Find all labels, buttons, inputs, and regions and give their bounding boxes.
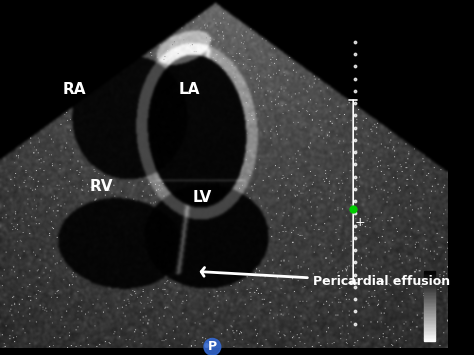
Bar (424, 273, 435, 274)
Bar (424, 323, 435, 324)
Text: RA: RA (63, 82, 86, 97)
Bar (424, 291, 435, 292)
Bar (424, 319, 435, 320)
Bar (424, 337, 435, 338)
Bar (424, 278, 435, 280)
Bar (424, 313, 435, 315)
Bar (424, 335, 435, 337)
Bar (424, 290, 435, 291)
Bar (424, 281, 435, 283)
Bar (424, 316, 435, 317)
Bar (424, 301, 435, 302)
Bar (424, 306, 435, 308)
Bar (424, 296, 435, 298)
Bar (424, 275, 435, 277)
Bar (424, 322, 435, 323)
Bar (424, 330, 435, 331)
Bar (424, 305, 435, 306)
Bar (424, 326, 435, 327)
Text: LA: LA (179, 82, 200, 97)
Bar (424, 288, 435, 290)
Bar (424, 308, 435, 309)
Bar (424, 309, 435, 310)
Bar (424, 298, 435, 299)
Bar (424, 328, 435, 330)
Text: +: + (355, 216, 365, 229)
Bar (424, 304, 435, 305)
Bar (424, 338, 435, 340)
Bar (424, 277, 435, 278)
Text: P: P (208, 340, 217, 353)
Bar (424, 274, 435, 275)
Bar (424, 295, 435, 296)
Bar (424, 320, 435, 322)
Text: RV: RV (90, 179, 113, 195)
Bar (424, 272, 435, 273)
Bar (424, 340, 435, 341)
Bar (424, 333, 435, 334)
Bar (424, 302, 435, 304)
Bar (424, 331, 435, 333)
Bar (424, 334, 435, 335)
Bar (424, 294, 435, 295)
Text: LV: LV (192, 190, 211, 205)
Bar (424, 284, 435, 285)
Bar (424, 310, 435, 312)
Bar (424, 312, 435, 313)
Bar (424, 324, 435, 326)
Bar (424, 280, 435, 281)
Bar (424, 317, 435, 319)
Bar (424, 299, 435, 301)
Bar (424, 292, 435, 294)
Bar (424, 283, 435, 284)
Bar (424, 327, 435, 328)
Text: Pericardial effusion: Pericardial effusion (201, 268, 450, 288)
Bar (424, 315, 435, 316)
Bar (424, 285, 435, 287)
Bar (424, 287, 435, 288)
